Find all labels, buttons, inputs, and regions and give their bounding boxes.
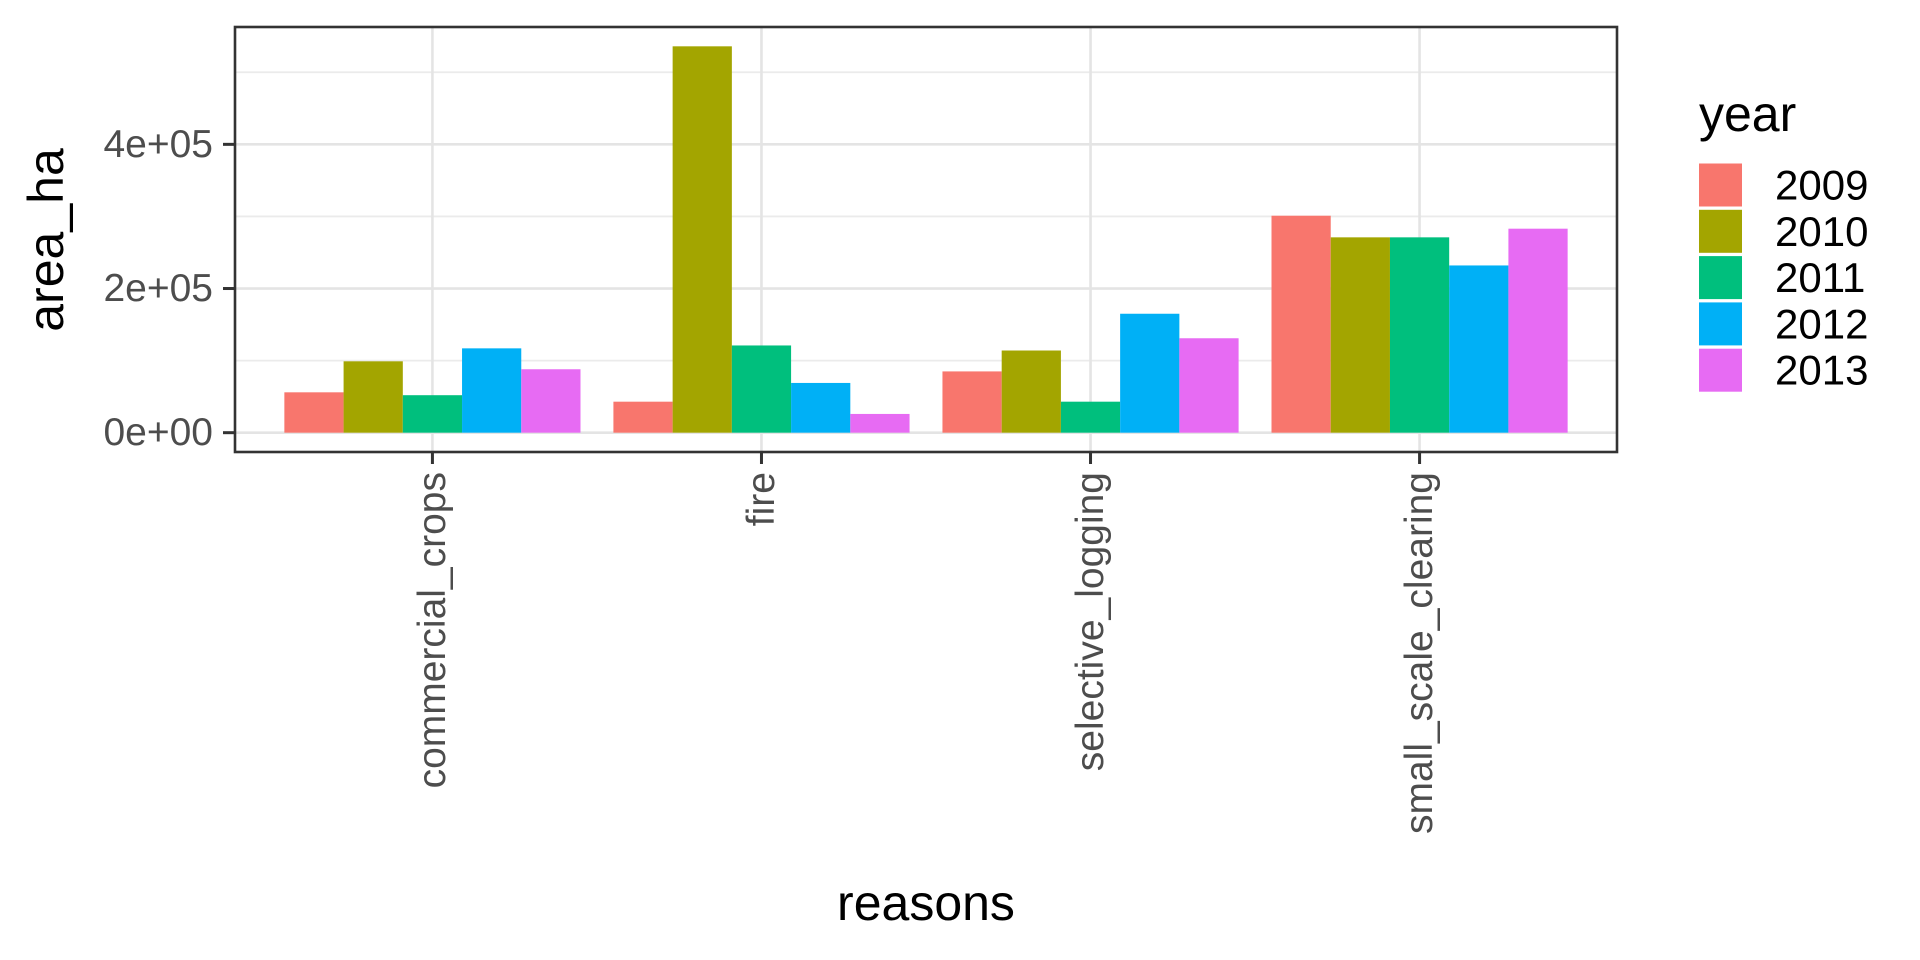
bar-fire-2010: [672, 46, 732, 433]
x-tick-label-small_scale_clearing: small_scale_clearing: [1398, 472, 1441, 834]
bar-selective_logging-2009: [942, 371, 1002, 433]
legend-swatch-2011: [1699, 256, 1742, 300]
bar-small_scale_clearing-2012: [1449, 265, 1509, 433]
y-axis-title: area_ha: [18, 148, 74, 332]
bar-small_scale_clearing-2009: [1271, 215, 1331, 433]
bar-commercial_crops-2009: [284, 392, 344, 433]
legend-title: year: [1699, 86, 1796, 142]
legend-label-2011: 2011: [1775, 254, 1865, 301]
bar-selective_logging-2013: [1179, 338, 1239, 433]
bar-commercial_crops-2013: [521, 369, 581, 433]
legend-swatch-2013: [1699, 348, 1742, 392]
x-axis-title: reasons: [837, 875, 1015, 931]
legend-label-2012: 2012: [1775, 300, 1868, 347]
bar-fire-2009: [613, 401, 673, 433]
legend-label-2010: 2010: [1775, 208, 1868, 255]
y-tick-label: 4e+05: [103, 123, 213, 166]
legend-swatch-2010: [1699, 209, 1742, 253]
bar-small_scale_clearing-2010: [1330, 237, 1390, 433]
y-tick-label: 0e+00: [103, 411, 213, 454]
x-tick-label-commercial_crops: commercial_crops: [411, 472, 454, 788]
bar-selective_logging-2012: [1120, 313, 1180, 433]
y-tick-label: 2e+05: [103, 267, 213, 310]
x-tick-label-selective_logging: selective_logging: [1069, 472, 1112, 771]
bar-selective_logging-2010: [1001, 350, 1061, 433]
bar-small_scale_clearing-2013: [1508, 228, 1568, 433]
legend-label-2009: 2009: [1775, 162, 1868, 209]
axis-tick-marks: [223, 142, 1422, 464]
legend-swatch-2009: [1699, 163, 1742, 207]
panel-border: [233, 25, 1619, 454]
legend-swatch-2012: [1699, 302, 1742, 346]
bar-commercial_crops-2012: [462, 348, 522, 433]
legend-label-2013: 2013: [1775, 347, 1868, 394]
bar-commercial_crops-2010: [343, 361, 403, 433]
bar-selective_logging-2011: [1060, 401, 1121, 433]
x-axis-tick-labels: commercial_crops fire selective_logging sma…: [411, 472, 1441, 834]
bar-fire-2011: [731, 345, 792, 433]
y-axis-tick-labels: 0e+00 2e+05 4e+05: [103, 123, 213, 454]
bar-fire-2012: [791, 382, 851, 433]
bar-commercial_crops-2011: [402, 395, 463, 433]
x-tick-label-fire: fire: [740, 472, 783, 526]
bar-fire-2013: [850, 413, 910, 433]
bar-small_scale_clearing-2011: [1389, 237, 1450, 433]
bars: [284, 46, 1568, 433]
